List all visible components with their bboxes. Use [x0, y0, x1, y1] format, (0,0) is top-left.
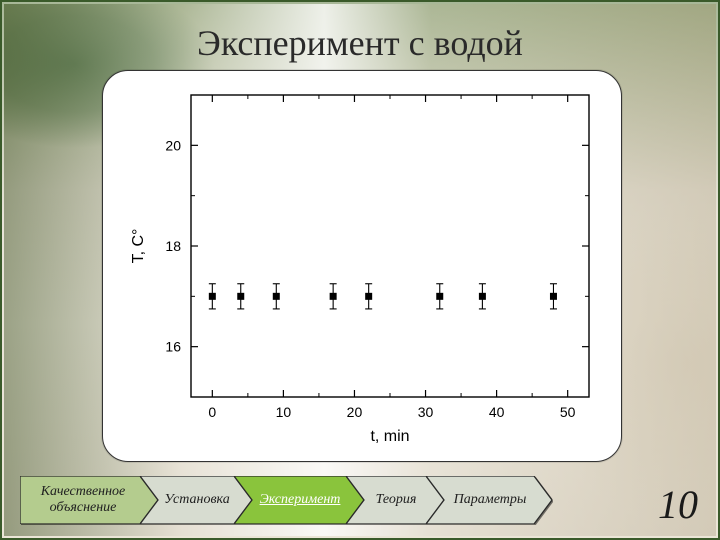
- svg-text:t, min: t, min: [370, 428, 409, 445]
- slide-title: Эксперимент с водой: [2, 22, 718, 64]
- nav-step-label: Эксперимент: [234, 492, 364, 508]
- svg-text:50: 50: [560, 404, 576, 420]
- page-number: 10: [658, 481, 698, 528]
- scatter-chart: 16 18 20 0 10 20 30 40 50 t, min T, C°: [113, 77, 613, 457]
- nav-step-2[interactable]: Эксперимент: [234, 476, 364, 524]
- nav-step-0[interactable]: Качественноеобъяснение: [20, 476, 158, 524]
- svg-text:20: 20: [347, 404, 363, 420]
- nav-step-label: Качественноеобъяснение: [20, 484, 158, 516]
- svg-text:16: 16: [165, 339, 181, 355]
- slide: Эксперимент с водой 16 18 20 0 10 20 30 40 50 t, …: [0, 0, 720, 540]
- svg-text:18: 18: [165, 238, 181, 254]
- svg-text:0: 0: [208, 404, 216, 420]
- breadcrumb-nav: КачественноеобъяснениеУстановкаЭкспериме…: [20, 476, 552, 524]
- svg-text:30: 30: [418, 404, 434, 420]
- svg-text:10: 10: [276, 404, 292, 420]
- chart-card: 16 18 20 0 10 20 30 40 50 t, min T, C°: [102, 70, 622, 462]
- nav-step-label: Параметры: [426, 492, 552, 508]
- svg-text:20: 20: [165, 137, 181, 153]
- svg-text:T, C°: T, C°: [130, 229, 147, 264]
- nav-step-4[interactable]: Параметры: [426, 476, 552, 524]
- svg-text:40: 40: [489, 404, 505, 420]
